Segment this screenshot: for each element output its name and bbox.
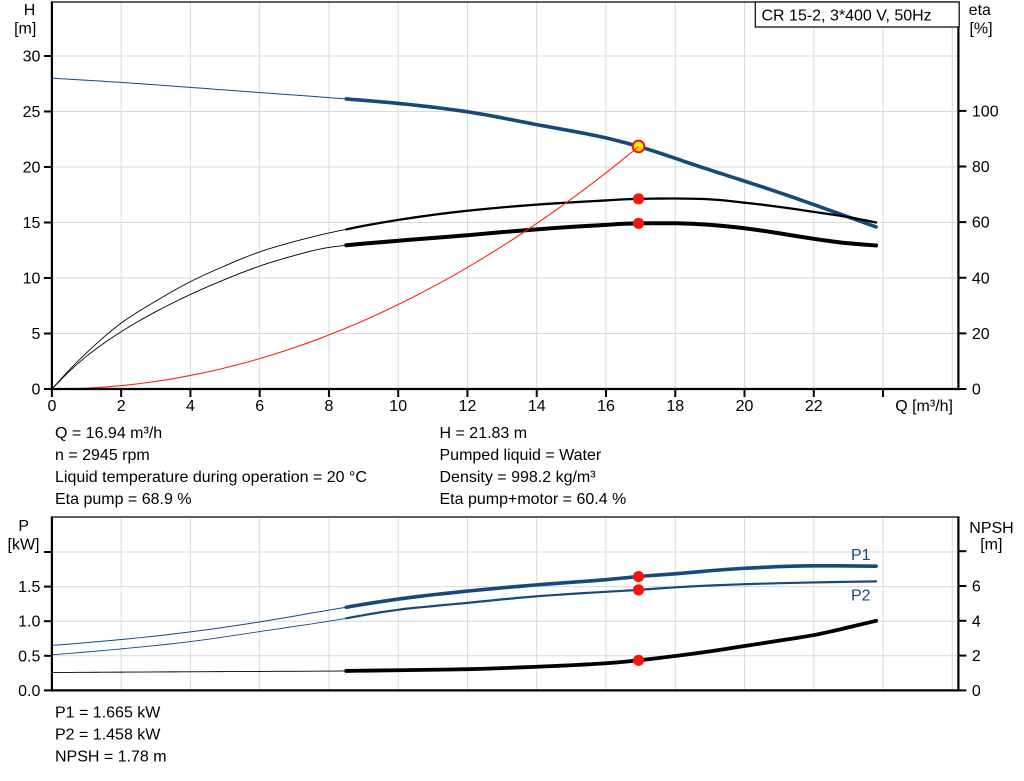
power-y-left-tick-label: 1.0	[18, 614, 40, 631]
head-y-right-tick-label: 100	[972, 103, 999, 120]
power-y-right-tick-label: 6	[972, 579, 981, 596]
head-x-tick-label: 4	[186, 398, 195, 415]
power-tick-labels: 0.0 0.5 1.0 1.5 0 2 4 6	[18, 579, 981, 700]
head-y-left-tick-label: 5	[31, 326, 40, 343]
eta-pump-curve	[345, 197, 878, 231]
head-y-left-tick-label: 20	[23, 160, 41, 177]
power-frame	[43, 516, 967, 692]
power-y-right-title-line1: NPSH	[969, 520, 1013, 537]
annotation-eta-pump-motor: Eta pump+motor = 60.4 %	[440, 491, 627, 508]
annotation-n: n = 2945 rpm	[55, 447, 150, 464]
power-markers	[632, 570, 645, 666]
annotation-h: H = 21.83 m	[440, 425, 528, 442]
head-x-tick-label: 16	[597, 398, 615, 415]
npsh-curve	[344, 618, 878, 673]
annotation-p2: P2 = 1.458 kW	[55, 727, 161, 744]
power-y-left-tick-label: 0.5	[18, 648, 40, 665]
head-y-left-tick-label: 10	[23, 271, 41, 288]
annotation-q: Q = 16.94 m³/h	[55, 425, 162, 442]
power-y-left-title-line2: [kW]	[8, 537, 40, 554]
power-y-left-title-line1: P	[18, 518, 29, 535]
head-y-right-title-line1: eta	[969, 2, 991, 19]
head-grid	[51, 2, 959, 389]
p2-curve-thin	[51, 617, 347, 656]
pump-title: CR 15-2, 3*400 V, 50Hz	[762, 8, 932, 25]
power-y-right-tick-label: 0	[972, 683, 981, 700]
eta-pump-motor-curve	[344, 221, 879, 248]
system-curve	[51, 146, 639, 390]
head-y-left-tick-label: 15	[23, 215, 41, 232]
head-x-tick-label: 8	[324, 398, 333, 415]
head-y-left-title-line2: [m]	[14, 21, 36, 38]
head-y-right-tick-label: 60	[972, 215, 990, 232]
power-y-right-tick-label: 4	[972, 613, 981, 630]
system-curve-tip	[632, 146, 639, 152]
annotation-liquid-temperature: Liquid temperature during operation = 20…	[55, 469, 367, 486]
power-y-right-title-line2: [m]	[980, 537, 1002, 554]
annotation-pumped-liquid: Pumped liquid = Water	[440, 447, 602, 464]
power-curves	[51, 564, 878, 673]
head-y-left-title-line1: H	[24, 2, 36, 19]
npsh-curve-thin	[51, 670, 347, 673]
annotation-p1: P1 = 1.665 kW	[55, 705, 161, 722]
head-frame	[43, 1, 967, 397]
head-markers	[631, 139, 646, 229]
head-x-tick-label: 22	[805, 398, 823, 415]
head-x-tick-label: 12	[459, 398, 477, 415]
head-x-tick-label: 18	[666, 398, 684, 415]
head-y-right-tick-label: 20	[972, 326, 990, 343]
head-x-tick-label: 14	[528, 398, 546, 415]
power-y-right-tick-label: 2	[972, 648, 981, 665]
head-x-tick-label: 20	[736, 398, 754, 415]
head-y-left-tick-label: 0	[31, 382, 40, 399]
head-curve	[344, 97, 878, 229]
eta-pump-motor-point	[632, 217, 645, 229]
head-y-right-tick-label: 0	[972, 382, 981, 399]
head-x-tick-label: 0	[47, 398, 56, 415]
p2-curve-label: P2	[851, 588, 871, 605]
p2-point	[632, 584, 645, 596]
p1-curve-label: P1	[851, 547, 871, 564]
annotation-eta-pump: Eta pump = 68.9 %	[55, 491, 192, 508]
power-y-left-tick-label: 1.5	[18, 579, 40, 596]
p1-point	[632, 570, 645, 583]
head-tick-labels: 0 5 10 15 20 25 30 0 20 40 60 80 100 0 2 4 6 8 10 12 14 16 18 2…	[23, 49, 999, 416]
npsh-point	[632, 654, 645, 666]
head-curves	[51, 77, 879, 390]
head-y-right-title-line2: [%]	[969, 21, 992, 38]
eta-pump-point	[632, 193, 645, 205]
title-box	[754, 1, 960, 28]
power-grid	[51, 517, 959, 691]
eta-pump-curve-thin	[51, 228, 347, 390]
head-x-tick-label: 6	[255, 398, 264, 415]
head-y-left-tick-label: 30	[23, 49, 41, 66]
head-x-tick-label: 2	[117, 398, 126, 415]
p1-curve	[344, 564, 878, 610]
head-x-tick-label: 10	[389, 398, 407, 415]
annotation-density: Density = 998.2 kg/m³	[440, 469, 597, 486]
power-y-left-tick-label: 0.0	[18, 683, 40, 700]
head-curve-thin	[51, 77, 347, 100]
x-axis-title: Q [m³/h]	[895, 398, 953, 415]
power-chart: 0.0 0.5 1.0 1.5 0 2 4 6	[18, 516, 981, 700]
p2-curve	[345, 580, 878, 620]
head-y-right-tick-label: 80	[972, 159, 990, 176]
eta-pump-motor-curve-thin	[51, 244, 347, 390]
head-y-right-tick-label: 40	[972, 270, 990, 287]
head-y-left-tick-label: 25	[23, 104, 41, 121]
head-chart: 0 5 10 15 20 25 30 0 20 40 60 80 100 0 2 4 6 8 10 12 14 16 18 2…	[23, 1, 999, 416]
p1-curve-thin	[51, 606, 347, 646]
annotation-npsh: NPSH = 1.78 m	[55, 749, 167, 766]
